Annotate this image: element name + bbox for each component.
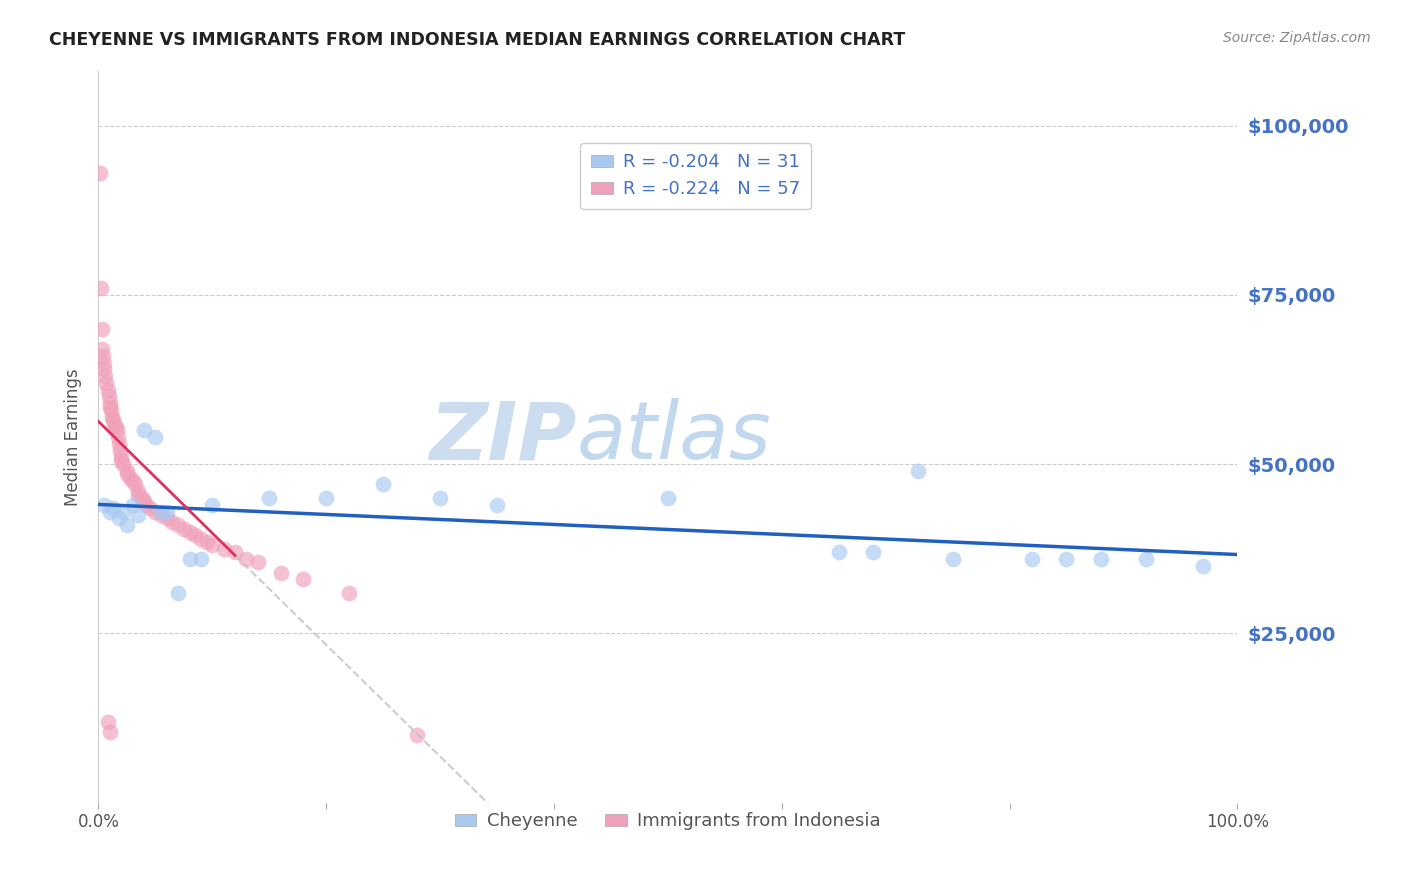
Point	[96, 383, 118, 397]
Point	[150, 508, 173, 522]
Point	[112, 505, 135, 519]
Point	[112, 457, 135, 471]
Point	[121, 498, 143, 512]
Point	[103, 501, 125, 516]
Point	[127, 488, 149, 502]
Point	[486, 498, 509, 512]
Point	[1135, 552, 1157, 566]
Point	[270, 566, 292, 580]
Point	[104, 420, 127, 434]
Point	[98, 396, 121, 410]
Point	[90, 342, 112, 356]
Point	[94, 369, 117, 384]
Point	[105, 423, 128, 437]
Text: Source: ZipAtlas.com: Source: ZipAtlas.com	[1223, 31, 1371, 45]
Point	[429, 491, 451, 505]
Point	[337, 586, 360, 600]
Point	[96, 376, 118, 390]
Point	[224, 545, 246, 559]
Point	[1054, 552, 1078, 566]
Point	[121, 474, 143, 488]
Point	[212, 541, 235, 556]
Point	[1192, 558, 1215, 573]
Point	[201, 538, 224, 552]
Point	[201, 498, 224, 512]
Point	[127, 484, 149, 499]
Point	[98, 505, 121, 519]
Point	[108, 437, 131, 451]
Point	[942, 552, 965, 566]
Point	[90, 281, 112, 295]
Point	[371, 477, 394, 491]
Point	[406, 728, 429, 742]
Point	[108, 511, 131, 525]
Point	[110, 454, 132, 468]
Point	[145, 430, 167, 444]
Point	[93, 498, 115, 512]
Point	[108, 443, 131, 458]
Point	[115, 467, 138, 482]
Point	[98, 724, 121, 739]
Point	[907, 464, 929, 478]
Legend: Cheyenne, Immigrants from Indonesia: Cheyenne, Immigrants from Indonesia	[447, 805, 889, 838]
Point	[828, 545, 851, 559]
Point	[179, 552, 201, 566]
Point	[145, 505, 167, 519]
Point	[132, 423, 155, 437]
Point	[132, 494, 155, 508]
Point	[246, 555, 269, 569]
Point	[103, 413, 125, 427]
Point	[190, 552, 212, 566]
Point	[162, 515, 184, 529]
Point	[156, 511, 179, 525]
Point	[179, 524, 201, 539]
Point	[115, 464, 138, 478]
Text: CHEYENNE VS IMMIGRANTS FROM INDONESIA MEDIAN EARNINGS CORRELATION CHART: CHEYENNE VS IMMIGRANTS FROM INDONESIA ME…	[49, 31, 905, 49]
Point	[93, 362, 115, 376]
Point	[93, 355, 115, 369]
Point	[101, 409, 124, 424]
Point	[167, 518, 190, 533]
Text: ZIP: ZIP	[429, 398, 576, 476]
Point	[131, 491, 153, 505]
Point	[173, 521, 195, 535]
Point	[167, 586, 190, 600]
Point	[127, 508, 149, 522]
Point	[97, 389, 120, 403]
Point	[100, 403, 122, 417]
Point	[124, 477, 146, 491]
Point	[184, 528, 207, 542]
Point	[120, 471, 142, 485]
Point	[195, 535, 218, 549]
Point	[98, 400, 121, 414]
Y-axis label: Median Earnings: Median Earnings	[65, 368, 83, 506]
Point	[1021, 552, 1043, 566]
Point	[110, 450, 132, 465]
Point	[657, 491, 679, 505]
Point	[96, 714, 118, 729]
Point	[103, 417, 125, 431]
Point	[235, 552, 257, 566]
Point	[107, 430, 129, 444]
Point	[150, 505, 173, 519]
Point	[138, 501, 160, 516]
Text: atlas: atlas	[576, 398, 772, 476]
Point	[115, 518, 138, 533]
Point	[89, 166, 111, 180]
Point	[91, 349, 114, 363]
Point	[135, 498, 157, 512]
Point	[292, 572, 315, 586]
Point	[1090, 552, 1112, 566]
Point	[90, 322, 112, 336]
Point	[259, 491, 281, 505]
Point	[315, 491, 337, 505]
Point	[862, 545, 884, 559]
Point	[156, 505, 179, 519]
Point	[190, 532, 212, 546]
